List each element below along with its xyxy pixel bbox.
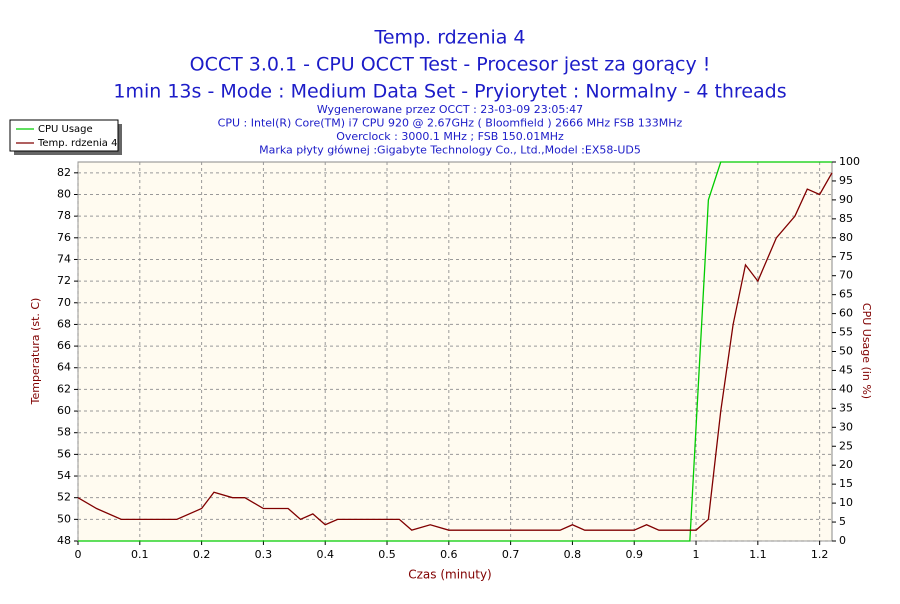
y2-tick-label: 75 bbox=[839, 250, 853, 263]
y-axis-label: Temperatura (st. C) bbox=[29, 298, 42, 406]
x-tick-label: 0 bbox=[75, 548, 82, 561]
y-tick-label: 70 bbox=[57, 296, 71, 309]
y-tick-label: 64 bbox=[57, 361, 71, 374]
legend: CPU Usage Temp. rdzenia 4 bbox=[9, 119, 122, 155]
y2-tick-label: 5 bbox=[839, 515, 846, 528]
x-tick-label: 1 bbox=[693, 548, 700, 561]
y2-tick-label: 15 bbox=[839, 477, 853, 490]
x-tick-label: 0.8 bbox=[564, 548, 582, 561]
y-tick-label: 60 bbox=[57, 404, 71, 417]
y2-tick-label: 60 bbox=[839, 307, 853, 320]
y2-tick-label: 45 bbox=[839, 363, 853, 376]
chart-subtitle: CPU : Intel(R) Core(TM) i7 CPU 920 @ 2.6… bbox=[218, 117, 683, 130]
y2-tick-label: 65 bbox=[839, 288, 853, 301]
y-tick-label: 66 bbox=[57, 339, 71, 352]
chart-subtitle: Marka płyty głównej :Gigabyte Technology… bbox=[259, 144, 641, 157]
y2-tick-label: 85 bbox=[839, 212, 853, 225]
x-tick-label: 0.1 bbox=[131, 548, 149, 561]
chart-subtitle: Wygenerowane przez OCCT : 23-03-09 23:05… bbox=[317, 103, 583, 116]
x-tick-label: 0.3 bbox=[255, 548, 273, 561]
y2-tick-label: 100 bbox=[839, 155, 860, 168]
y-tick-label: 72 bbox=[57, 274, 71, 287]
y2-tick-label: 40 bbox=[839, 382, 853, 395]
y2-tick-label: 90 bbox=[839, 193, 853, 206]
y-tick-label: 50 bbox=[57, 512, 71, 525]
x-tick-label: 1.1 bbox=[749, 548, 767, 561]
y2-tick-label: 25 bbox=[839, 439, 853, 452]
y-tick-label: 80 bbox=[57, 187, 71, 200]
data-line bbox=[78, 161, 832, 542]
x-axis-label: Czas (minuty) bbox=[408, 568, 492, 582]
y2-tick-label: 35 bbox=[839, 401, 853, 414]
y-tick-label: 76 bbox=[57, 231, 71, 244]
y-tick-label: 58 bbox=[57, 426, 71, 439]
y-tick-label: 68 bbox=[57, 317, 71, 330]
legend-label: CPU Usage bbox=[38, 124, 93, 135]
x-tick-label: 1.2 bbox=[811, 548, 829, 561]
y2-axis-label: CPU Usage (in %) bbox=[860, 303, 873, 399]
chart-title: Temp. rdzenia 4 bbox=[373, 27, 525, 49]
y-tick-label: 48 bbox=[57, 534, 71, 547]
y-tick-label: 82 bbox=[57, 166, 71, 179]
y-tick-label: 78 bbox=[57, 209, 71, 222]
chart-title: OCCT 3.0.1 - CPU OCCT Test - Procesor je… bbox=[190, 54, 711, 76]
y2-tick-label: 95 bbox=[839, 174, 853, 187]
y-tick-label: 52 bbox=[57, 491, 71, 504]
x-tick-label: 0.9 bbox=[625, 548, 643, 561]
y2-tick-label: 50 bbox=[839, 345, 853, 358]
plot-area bbox=[77, 161, 833, 542]
y2-tick-label: 10 bbox=[839, 496, 853, 509]
y2-tick-label: 20 bbox=[839, 458, 853, 471]
legend-box bbox=[9, 119, 119, 152]
y2-tick-label: 70 bbox=[839, 269, 853, 282]
y-tick-label: 62 bbox=[57, 382, 71, 395]
x-tick-label: 0.6 bbox=[440, 548, 458, 561]
chart-subtitle: Overclock : 3000.1 MHz ; FSB 150.01MHz bbox=[336, 130, 564, 143]
y-tick-label: 74 bbox=[57, 252, 71, 265]
y2-tick-label: 80 bbox=[839, 231, 853, 244]
data-line bbox=[77, 172, 833, 531]
x-tick-label: 0.7 bbox=[502, 548, 520, 561]
x-tick-label: 0.4 bbox=[316, 548, 334, 561]
chart-title: 1min 13s - Mode : Medium Data Set - Pryi… bbox=[113, 81, 786, 103]
y2-tick-label: 55 bbox=[839, 326, 853, 339]
y2-tick-label: 0 bbox=[839, 534, 846, 547]
legend-label: Temp. rdzenia 4 bbox=[37, 138, 117, 149]
y-tick-label: 56 bbox=[57, 447, 71, 460]
x-tick-label: 0.5 bbox=[378, 548, 396, 561]
y2-tick-label: 30 bbox=[839, 420, 853, 433]
x-tick-label: 0.2 bbox=[193, 548, 211, 561]
y-tick-label: 54 bbox=[57, 469, 71, 482]
